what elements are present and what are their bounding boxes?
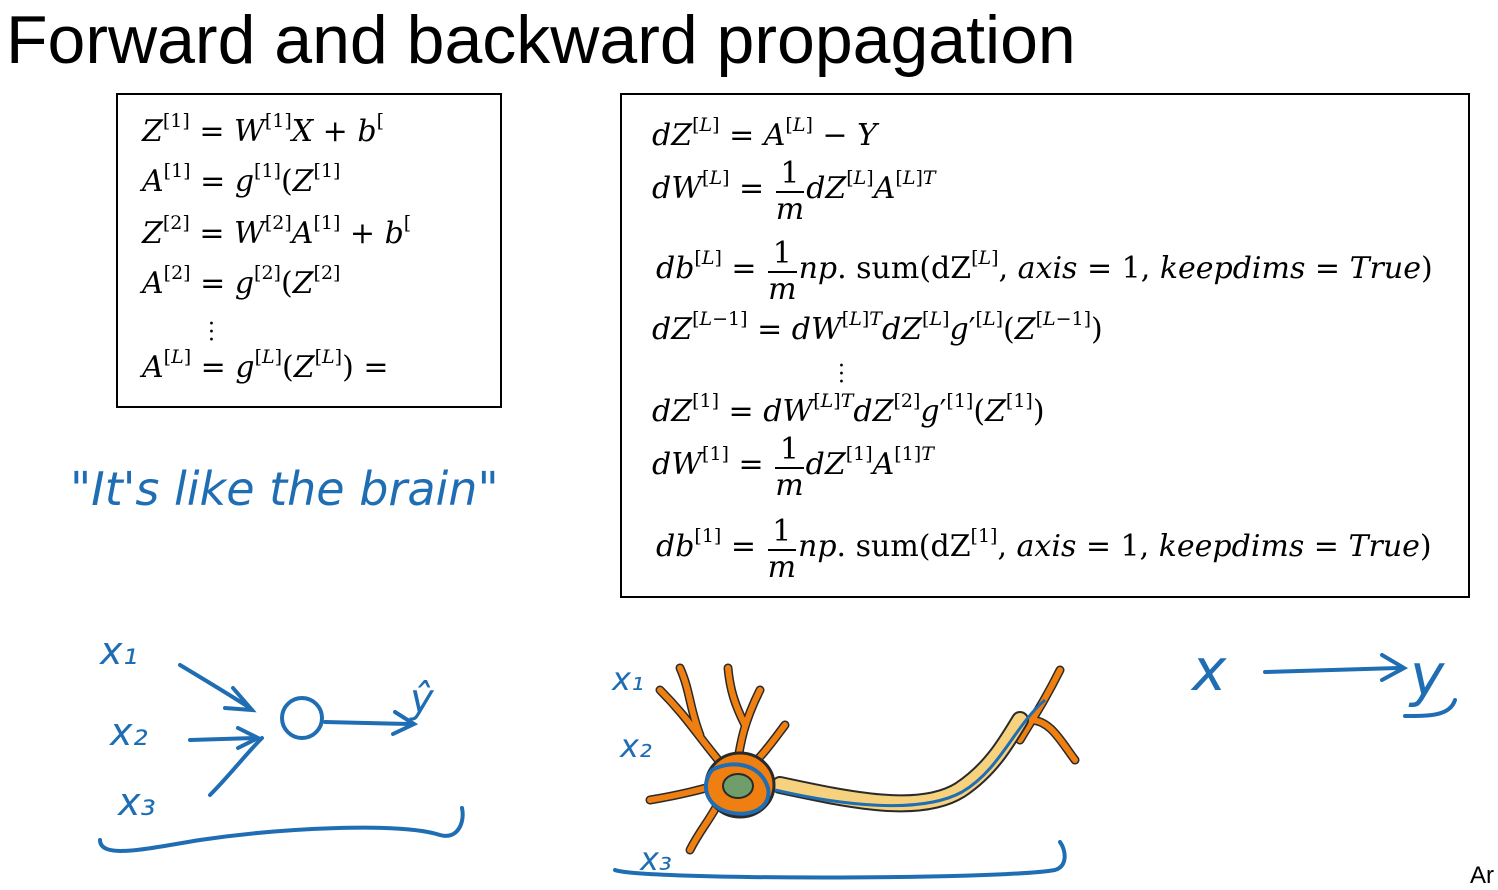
forward-eq-1: Z[1] = W[1]X + b[ xyxy=(142,109,384,149)
handwritten-x3: x₃ xyxy=(117,780,156,824)
neuron-label-x3: x₃ xyxy=(639,840,672,878)
backward-eq-2: dW[L] = 1 m dZ[L]A[L]T xyxy=(652,156,936,227)
arrow-x1 xyxy=(178,663,252,710)
handwritten-x2: x₂ xyxy=(109,710,148,754)
handwritten-yhat: ŷ xyxy=(409,676,435,722)
backward-propagation-box: dZ[L] = A[L] − Y dW[L] = 1 m dZ[L]A[L]T db… xyxy=(620,93,1470,598)
perceptron-arrows xyxy=(98,663,465,853)
forward-eq-5: A[L] = g[L](Z[L]) = xyxy=(142,345,389,385)
perceptron-node xyxy=(280,696,324,740)
arrow-output-head xyxy=(391,710,419,736)
slide-title: Forward and backward propagation xyxy=(6,2,1076,78)
neuron-label-x2: x₂ xyxy=(619,727,652,765)
forward-propagation-box: Z[1] = W[1]X + b[ A[1] = g[1](Z[1] Z[2] … xyxy=(116,93,502,408)
arrow-x3 xyxy=(208,736,264,797)
backward-eq-3: db[L] = 1 m np. sum(dZ[L], axis = 1, keepd… xyxy=(656,236,1433,307)
backward-eq-1: dZ[L] = A[L] − Y xyxy=(652,113,877,153)
arrow-output xyxy=(323,720,412,726)
neuron-nucleus xyxy=(722,773,754,799)
mapping-arrow xyxy=(1263,653,1457,718)
backward-eq-5: dZ[1] = dW[L]TdZ[2]g′[1](Z[1]) xyxy=(652,389,1045,429)
backward-eq-4: dZ[L−1] = dW[L]TdZ[L]g′[L](Z[L−1]) xyxy=(652,307,1103,347)
arrow-x2-head xyxy=(236,726,263,750)
neuron-label-x1: x₁ xyxy=(611,660,644,698)
perceptron-brace xyxy=(98,806,465,853)
forward-eq-2: A[1] = g[1](Z[1] xyxy=(142,159,341,199)
forward-vdots: · · · xyxy=(208,312,215,353)
handwritten-map-y: y xyxy=(1408,641,1445,709)
handwritten-map-x: x xyxy=(1190,636,1227,704)
forward-eq-3: Z[2] = W[2]A[1] + b[ xyxy=(142,211,412,251)
arrow-x1-head xyxy=(223,686,257,713)
arrow-x2 xyxy=(188,736,257,742)
neuron-illustration xyxy=(613,663,1080,880)
backward-eq-6: dW[1] = 1 m dZ[1]A[1]T xyxy=(652,432,934,503)
handwritten-quote: "It's like the brain" xyxy=(70,462,499,516)
backward-eq-7: db[1] = 1 m np. sum(dZ[1], axis = 1, keepd… xyxy=(656,514,1432,585)
forward-eq-4: A[2] = g[2](Z[2] xyxy=(142,261,341,301)
backward-vdots: · · · xyxy=(838,354,845,395)
slide-credit: Ar xyxy=(1470,862,1494,889)
handwritten-x1: x₁ xyxy=(99,629,138,673)
neuron-brace xyxy=(613,840,1067,880)
